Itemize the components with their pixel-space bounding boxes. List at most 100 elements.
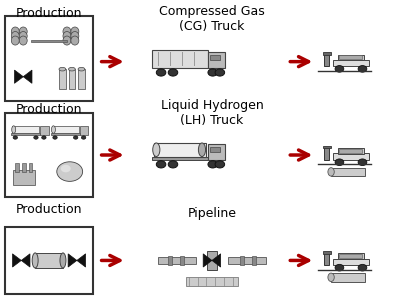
- Bar: [323, 146, 331, 148]
- Ellipse shape: [198, 143, 206, 157]
- Ellipse shape: [156, 69, 166, 76]
- Ellipse shape: [328, 273, 334, 282]
- Bar: [22, 163, 26, 171]
- Ellipse shape: [34, 136, 38, 139]
- Text: Compressed Gas
(CG) Truck: Compressed Gas (CG) Truck: [159, 5, 265, 33]
- Ellipse shape: [168, 69, 178, 76]
- Ellipse shape: [74, 136, 78, 139]
- Polygon shape: [77, 254, 86, 267]
- Bar: [324, 252, 329, 265]
- Bar: [15, 163, 19, 171]
- Bar: [324, 54, 329, 66]
- Ellipse shape: [335, 264, 344, 271]
- Bar: [331, 168, 365, 176]
- Bar: [5, 227, 93, 294]
- Ellipse shape: [358, 159, 367, 166]
- Polygon shape: [14, 70, 23, 83]
- Polygon shape: [68, 254, 77, 267]
- Bar: [324, 147, 329, 160]
- Bar: [340, 254, 362, 258]
- Bar: [186, 277, 238, 286]
- Bar: [158, 257, 196, 264]
- Bar: [154, 143, 206, 157]
- Bar: [323, 52, 331, 55]
- Ellipse shape: [63, 32, 71, 40]
- Ellipse shape: [68, 67, 75, 71]
- Bar: [208, 144, 225, 160]
- Ellipse shape: [52, 126, 56, 133]
- Ellipse shape: [156, 161, 166, 168]
- Bar: [240, 256, 244, 265]
- Text: Production: Production: [16, 103, 82, 116]
- Bar: [5, 16, 93, 101]
- Ellipse shape: [335, 159, 344, 166]
- Polygon shape: [212, 254, 221, 267]
- Bar: [31, 40, 67, 42]
- Bar: [13, 170, 35, 185]
- Ellipse shape: [358, 66, 367, 72]
- Ellipse shape: [335, 66, 344, 72]
- Bar: [338, 254, 364, 259]
- Ellipse shape: [71, 32, 79, 40]
- Ellipse shape: [11, 32, 19, 40]
- Ellipse shape: [153, 143, 160, 157]
- Bar: [323, 251, 331, 254]
- Ellipse shape: [19, 27, 27, 36]
- Ellipse shape: [215, 161, 225, 168]
- Ellipse shape: [11, 27, 19, 36]
- Text: Production: Production: [16, 203, 82, 216]
- Ellipse shape: [208, 161, 218, 168]
- Polygon shape: [23, 70, 32, 83]
- Text: Liquid Hydrogen
(LH) Truck: Liquid Hydrogen (LH) Truck: [160, 99, 263, 127]
- Ellipse shape: [82, 136, 86, 139]
- Bar: [78, 69, 85, 89]
- Bar: [252, 256, 256, 265]
- Polygon shape: [21, 254, 30, 267]
- Polygon shape: [203, 254, 212, 267]
- Ellipse shape: [78, 67, 85, 71]
- Bar: [210, 55, 220, 60]
- Ellipse shape: [358, 264, 367, 271]
- Text: Production: Production: [16, 7, 82, 20]
- Bar: [29, 163, 32, 171]
- Ellipse shape: [19, 36, 27, 45]
- Ellipse shape: [32, 253, 38, 268]
- Ellipse shape: [61, 165, 71, 172]
- Bar: [331, 273, 365, 282]
- Bar: [210, 147, 220, 152]
- Bar: [68, 69, 75, 89]
- Bar: [228, 257, 266, 264]
- Bar: [338, 148, 364, 154]
- Ellipse shape: [19, 32, 27, 40]
- Ellipse shape: [208, 69, 218, 76]
- Ellipse shape: [53, 136, 57, 139]
- Ellipse shape: [71, 27, 79, 36]
- Ellipse shape: [71, 36, 79, 45]
- Ellipse shape: [59, 67, 66, 71]
- Ellipse shape: [328, 168, 334, 176]
- Bar: [340, 55, 362, 59]
- Ellipse shape: [60, 253, 66, 268]
- Bar: [12, 126, 39, 133]
- Bar: [52, 126, 79, 133]
- Ellipse shape: [63, 36, 71, 45]
- Ellipse shape: [12, 126, 16, 133]
- Bar: [207, 251, 217, 270]
- Bar: [35, 253, 63, 268]
- Ellipse shape: [13, 136, 18, 139]
- Bar: [80, 126, 88, 136]
- Ellipse shape: [42, 136, 46, 139]
- Bar: [59, 69, 66, 89]
- Bar: [208, 52, 225, 68]
- Bar: [338, 55, 364, 60]
- Bar: [333, 153, 369, 160]
- Bar: [5, 113, 93, 197]
- Ellipse shape: [168, 161, 178, 168]
- Ellipse shape: [57, 162, 83, 181]
- Bar: [333, 60, 369, 66]
- Bar: [51, 133, 80, 136]
- Bar: [333, 259, 369, 265]
- Ellipse shape: [63, 27, 71, 36]
- Text: Pipeline: Pipeline: [188, 207, 236, 220]
- Bar: [340, 149, 362, 153]
